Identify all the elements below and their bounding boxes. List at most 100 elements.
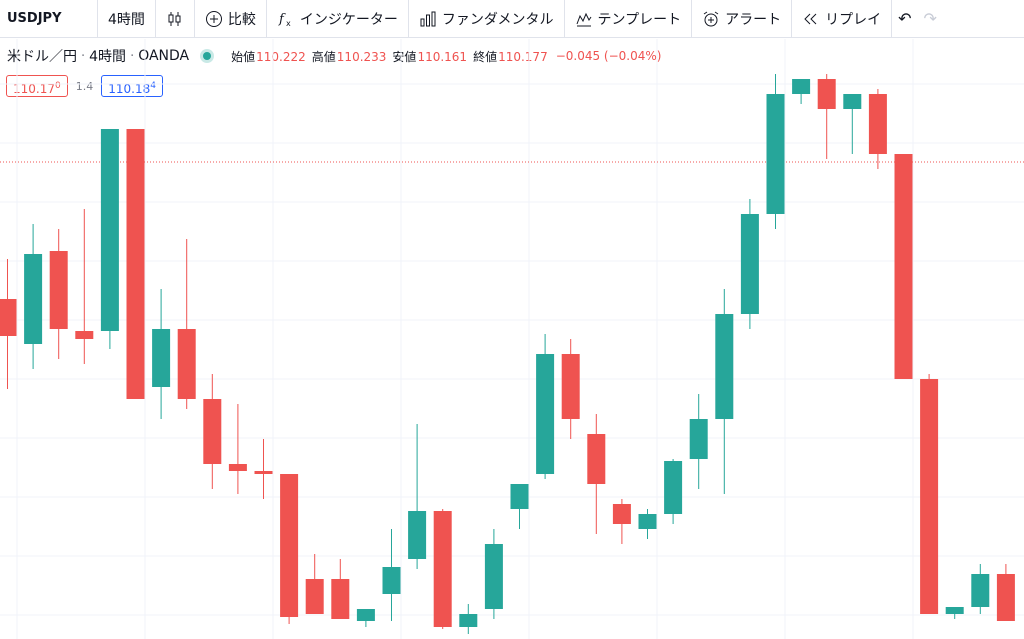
chart-type-button[interactable] [156, 0, 195, 38]
candle[interactable] [740, 199, 759, 329]
templates-label: テンプレート [597, 11, 682, 28]
legend-high-value: 110.233 [336, 49, 387, 64]
candle[interactable] [177, 239, 196, 409]
candle[interactable] [868, 89, 887, 169]
chart-legend: 米ドル／円 · 4時間 · OANDA 始値110.222 高値110.233 … [7, 46, 661, 66]
fundamentals-button[interactable]: ファンダメンタル [409, 0, 565, 38]
candle[interactable] [484, 529, 503, 619]
legend-open-value: 110.222 [256, 49, 306, 64]
candle-body [484, 544, 503, 609]
candle-body [689, 419, 708, 459]
market-status-icon[interactable] [203, 52, 212, 60]
candle[interactable] [510, 484, 529, 529]
candle[interactable] [228, 404, 247, 494]
candle[interactable] [49, 229, 68, 359]
candle-body [587, 434, 606, 484]
undo-button[interactable]: ↶ [892, 0, 917, 38]
candle[interactable] [843, 94, 862, 154]
candle[interactable] [203, 374, 222, 489]
candle-body [971, 574, 990, 607]
candle-body [75, 331, 94, 339]
sell-button[interactable]: 110.170 [6, 75, 68, 97]
interval-button[interactable]: 4時間 [98, 0, 156, 38]
legend-source: OANDA [138, 48, 190, 64]
candle[interactable] [792, 79, 811, 104]
candle[interactable] [305, 554, 324, 614]
buy-button[interactable]: 110.184 [101, 75, 163, 97]
candle-body [459, 614, 478, 627]
candle[interactable] [382, 529, 401, 621]
candle[interactable] [0, 259, 17, 389]
candle-body [920, 379, 939, 614]
legend-separator: · [130, 48, 135, 64]
replay-button[interactable]: リプレイ [792, 0, 893, 38]
candle[interactable] [408, 424, 427, 569]
candle[interactable] [817, 74, 836, 159]
candle[interactable] [356, 609, 375, 627]
candle-body [561, 354, 580, 419]
candlestick-chart[interactable] [0, 39, 1024, 639]
candle[interactable] [459, 604, 478, 634]
candle[interactable] [945, 607, 964, 619]
candle[interactable] [689, 394, 708, 489]
candle-body [868, 94, 887, 154]
candle-body [894, 154, 913, 379]
candle-body [843, 94, 862, 109]
candle[interactable] [24, 224, 43, 369]
sell-price: 110.17 [13, 82, 55, 96]
candle[interactable] [664, 459, 683, 524]
candles-icon [166, 10, 184, 28]
candle[interactable] [152, 289, 171, 419]
alert-label: アラート [725, 11, 782, 28]
candle-body [996, 574, 1015, 621]
candle[interactable] [280, 474, 299, 624]
candle[interactable] [100, 129, 119, 349]
alert-button[interactable]: アラート [692, 0, 793, 38]
legend-change: −0.045 (−0.04%) [555, 49, 662, 63]
candle-body [536, 354, 555, 474]
candle[interactable] [331, 559, 350, 619]
candle-body [280, 474, 299, 617]
candle-body [356, 609, 375, 621]
compare-button[interactable]: 比較 [195, 0, 267, 38]
candle[interactable] [971, 564, 990, 614]
candle-body [0, 299, 17, 336]
candle[interactable] [612, 499, 631, 544]
svg-text:f: f [278, 12, 286, 27]
candle[interactable] [561, 339, 580, 439]
candle[interactable] [715, 289, 734, 494]
candle[interactable] [894, 154, 913, 379]
candle[interactable] [433, 509, 452, 629]
candle-body [740, 214, 759, 314]
candle[interactable] [638, 509, 657, 539]
candle-body [715, 314, 734, 419]
candle[interactable] [75, 209, 94, 364]
candle[interactable] [536, 334, 555, 479]
candle[interactable] [766, 74, 785, 229]
candle-body [945, 607, 964, 614]
candle-body [638, 514, 657, 529]
rewind-icon [802, 10, 820, 28]
candle-body [408, 511, 427, 559]
alarm-clock-icon [702, 10, 720, 28]
legend-symbol-name: 米ドル／円 [7, 49, 77, 65]
candle[interactable] [587, 414, 606, 534]
legend-high-label: 高値 [311, 49, 336, 64]
legend-close-value: 110.177 [498, 49, 548, 64]
symbol-search-button[interactable]: USDJPY [0, 0, 98, 38]
legend-low-label: 安値 [392, 49, 417, 64]
candle-body [254, 471, 273, 474]
redo-button[interactable]: ↷ [918, 0, 943, 38]
candle[interactable] [126, 129, 145, 399]
candle-body [433, 511, 452, 627]
candle-body [766, 94, 785, 214]
candle[interactable] [920, 374, 939, 614]
templates-button[interactable]: テンプレート [565, 0, 693, 38]
candle-body [100, 129, 119, 331]
spread-value: 1.4 [75, 79, 94, 93]
candle[interactable] [254, 439, 273, 499]
candle-body [382, 567, 401, 594]
candle[interactable] [996, 564, 1015, 621]
